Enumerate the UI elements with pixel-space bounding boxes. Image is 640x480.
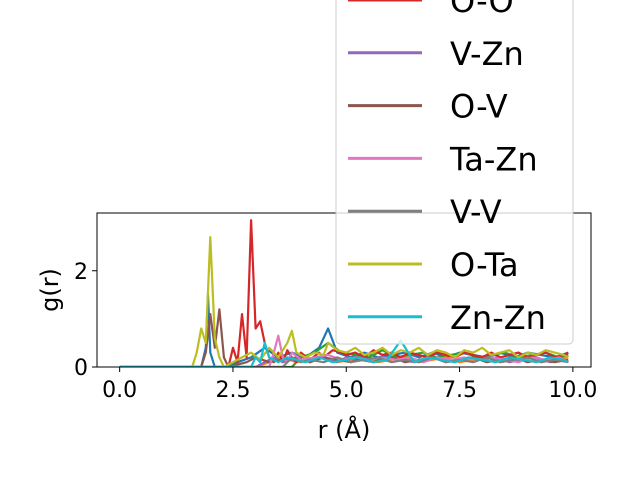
x-tick-label: 7.5 [442,378,477,403]
legend-label: Ta-Zn [449,140,538,178]
legend-label: Zn-Zn [450,299,546,337]
y-axis-title: g(r) [36,268,64,312]
legend-label: V-V [450,193,502,231]
series-line-zn-zn [119,339,569,367]
series-line-o-o [119,219,569,367]
legend: O-O V-Zn O-V Ta-Zn V-V O-Ta Zn-Zn [335,0,574,345]
legend-label: V-Zn [450,35,524,73]
legend-label: O-O [450,0,514,20]
series-layer [119,219,569,367]
y-axis: 02 [74,260,97,381]
legend-label: O-V [450,88,508,126]
x-tick-label: 0.0 [102,378,137,403]
x-tick-label: 10.0 [548,378,597,403]
x-tick-label: 2.5 [215,378,250,403]
series-line-o-ta [119,236,569,367]
x-axis-title: r (Å) [318,415,371,444]
y-tick-label: 0 [74,356,88,381]
x-axis: 0.0 2.5 5.0 7.5 10.0 [102,367,597,403]
legend-label: O-Ta [450,246,519,284]
y-tick-label: 2 [74,260,88,285]
x-tick-label: 5.0 [329,378,364,403]
legend-box [335,0,574,345]
